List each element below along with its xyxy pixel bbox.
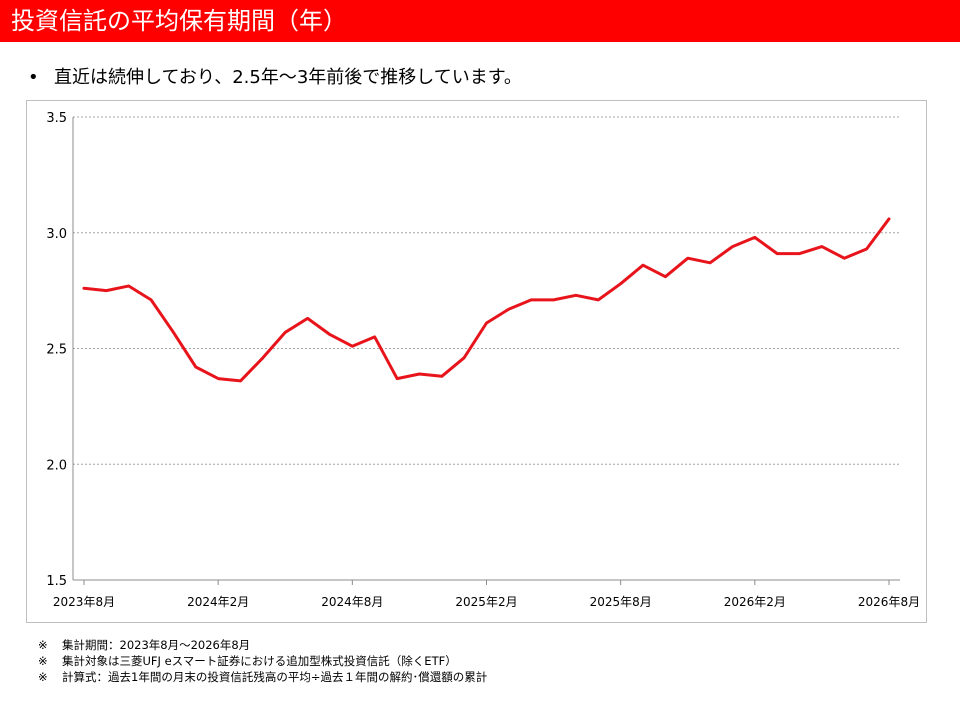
x-tick-label: 2026年8月 xyxy=(858,595,920,609)
footnote-text: 計算式：過去1年間の月末の投資信託残高の平均÷過去１年間の解約･償還額の累計 xyxy=(62,670,488,684)
footnotes: ※ 集計期間：2023年8月～2026年8月 ※ 集計対象は三菱UFJ eスマート証… xyxy=(38,637,487,685)
chart-frame: 1.5 2.0 2.5 3.0 3.5 2023年8月 2024年2月 2024年8月 2025… xyxy=(26,100,927,623)
x-tick-label: 2025年8月 xyxy=(590,595,652,609)
footnote: ※ 集計対象は三菱UFJ eスマート証券における追加型株式投資信託（除くETF） xyxy=(38,653,487,669)
page-title: 投資信託の平均保有期間（年） xyxy=(0,0,960,42)
footnote-mark: ※ xyxy=(38,654,48,668)
footnote-text: 集計対象は三菱UFJ eスマート証券における追加型株式投資信託（除くETF） xyxy=(62,654,457,668)
footnote-mark: ※ xyxy=(38,670,48,684)
footnote: ※ 集計期間：2023年8月～2026年8月 xyxy=(38,637,487,653)
y-tick-label: 2.5 xyxy=(46,343,67,358)
footnote-text: 集計期間：2023年8月～2026年8月 xyxy=(62,638,251,652)
x-tick-label: 2025年2月 xyxy=(455,595,517,609)
series-line xyxy=(82,217,891,383)
x-tick-label: 2023年8月 xyxy=(53,595,115,609)
x-tick-label: 2026年2月 xyxy=(724,595,786,609)
footnote-mark: ※ xyxy=(38,638,48,652)
y-tick-label: 3.0 xyxy=(46,227,67,242)
x-tick-label: 2024年8月 xyxy=(321,595,383,609)
x-tick-label: 2024年2月 xyxy=(187,595,249,609)
footnote: ※ 計算式：過去1年間の月末の投資信託残高の平均÷過去１年間の解約･償還額の累計 xyxy=(38,669,487,685)
y-tick-label: 3.5 xyxy=(46,111,67,126)
summary-bullet: • 直近は続伸しており、2.5年～3年前後で推移しています。 xyxy=(28,66,522,90)
line-chart: 1.5 2.0 2.5 3.0 3.5 2023年8月 2024年2月 2024年8月 2025… xyxy=(46,111,920,609)
bullet-marker: • xyxy=(28,67,39,88)
summary-text: 直近は続伸しており、2.5年～3年前後で推移しています。 xyxy=(54,67,522,88)
y-tick-label: 1.5 xyxy=(46,574,67,589)
y-tick-label: 2.0 xyxy=(46,458,67,473)
